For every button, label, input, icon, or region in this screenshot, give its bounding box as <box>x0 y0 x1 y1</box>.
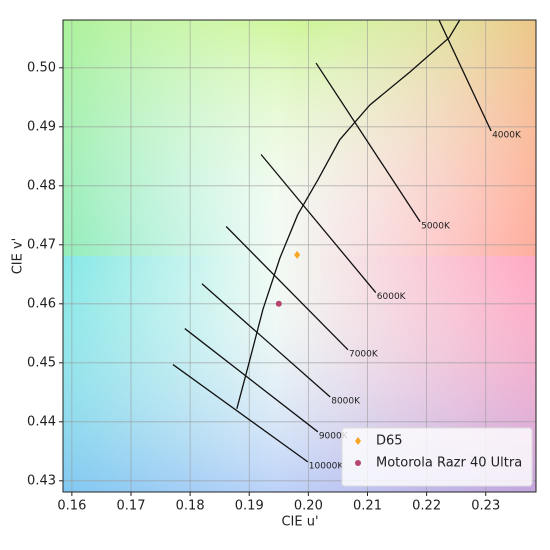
y-tick-label: 0.48 <box>27 178 56 193</box>
x-tick-label: 0.21 <box>353 499 382 514</box>
y-tick-label: 0.43 <box>27 473 56 488</box>
isotherm-label: 4000K <box>492 130 522 140</box>
x-tick-label: 0.22 <box>412 499 441 514</box>
legend-label: D65 <box>376 434 403 449</box>
y-axis-label: CIE v' <box>11 238 26 275</box>
background <box>63 20 536 492</box>
y-tick-label: 0.49 <box>27 119 56 134</box>
isotherm-label: 8000K <box>331 397 361 407</box>
isotherm <box>260 154 377 293</box>
x-tick-label: 0.18 <box>176 499 205 514</box>
plot-frame <box>62 19 537 493</box>
x-tick-label: 0.19 <box>235 499 264 514</box>
marker <box>294 250 301 259</box>
x-tick-label: 0.16 <box>57 499 86 514</box>
y-tick-label: 0.45 <box>27 355 56 370</box>
isotherm <box>201 283 331 398</box>
y-tick-label: 0.44 <box>27 414 56 429</box>
legend-label: Motorola Razr 40 Ultra <box>376 456 522 471</box>
isotherm <box>172 364 309 463</box>
isotherm-label: 9000K <box>319 431 349 441</box>
marker <box>355 460 361 466</box>
isotherm-label: 10000K <box>309 461 345 471</box>
planckian-locus <box>236 20 461 409</box>
x-axis-label: CIE u' <box>281 515 318 530</box>
isotherm-label: 5000K <box>421 221 451 231</box>
legend: D65 Motorola Razr 40 Ultra <box>341 427 533 487</box>
x-tick-label: 0.20 <box>294 499 323 514</box>
isotherm <box>315 62 421 223</box>
x-tick-label: 0.23 <box>471 499 500 514</box>
y-tick-label: 0.50 <box>27 60 56 75</box>
isotherm-label: 6000K <box>377 292 407 302</box>
isotherm-label: 7000K <box>349 349 379 359</box>
marker <box>355 437 361 445</box>
isotherm <box>184 328 319 433</box>
plot-area: 4000K 5000K 6000K 7000K 8000K 9000K 10000K <box>63 20 536 492</box>
y-tick-label: 0.47 <box>27 237 56 252</box>
legend-box <box>341 427 533 487</box>
marker <box>275 300 282 307</box>
isotherm <box>225 226 349 351</box>
x-tick-label: 0.17 <box>117 499 146 514</box>
y-tick-label: 0.46 <box>27 296 56 311</box>
isotherm <box>438 20 492 132</box>
